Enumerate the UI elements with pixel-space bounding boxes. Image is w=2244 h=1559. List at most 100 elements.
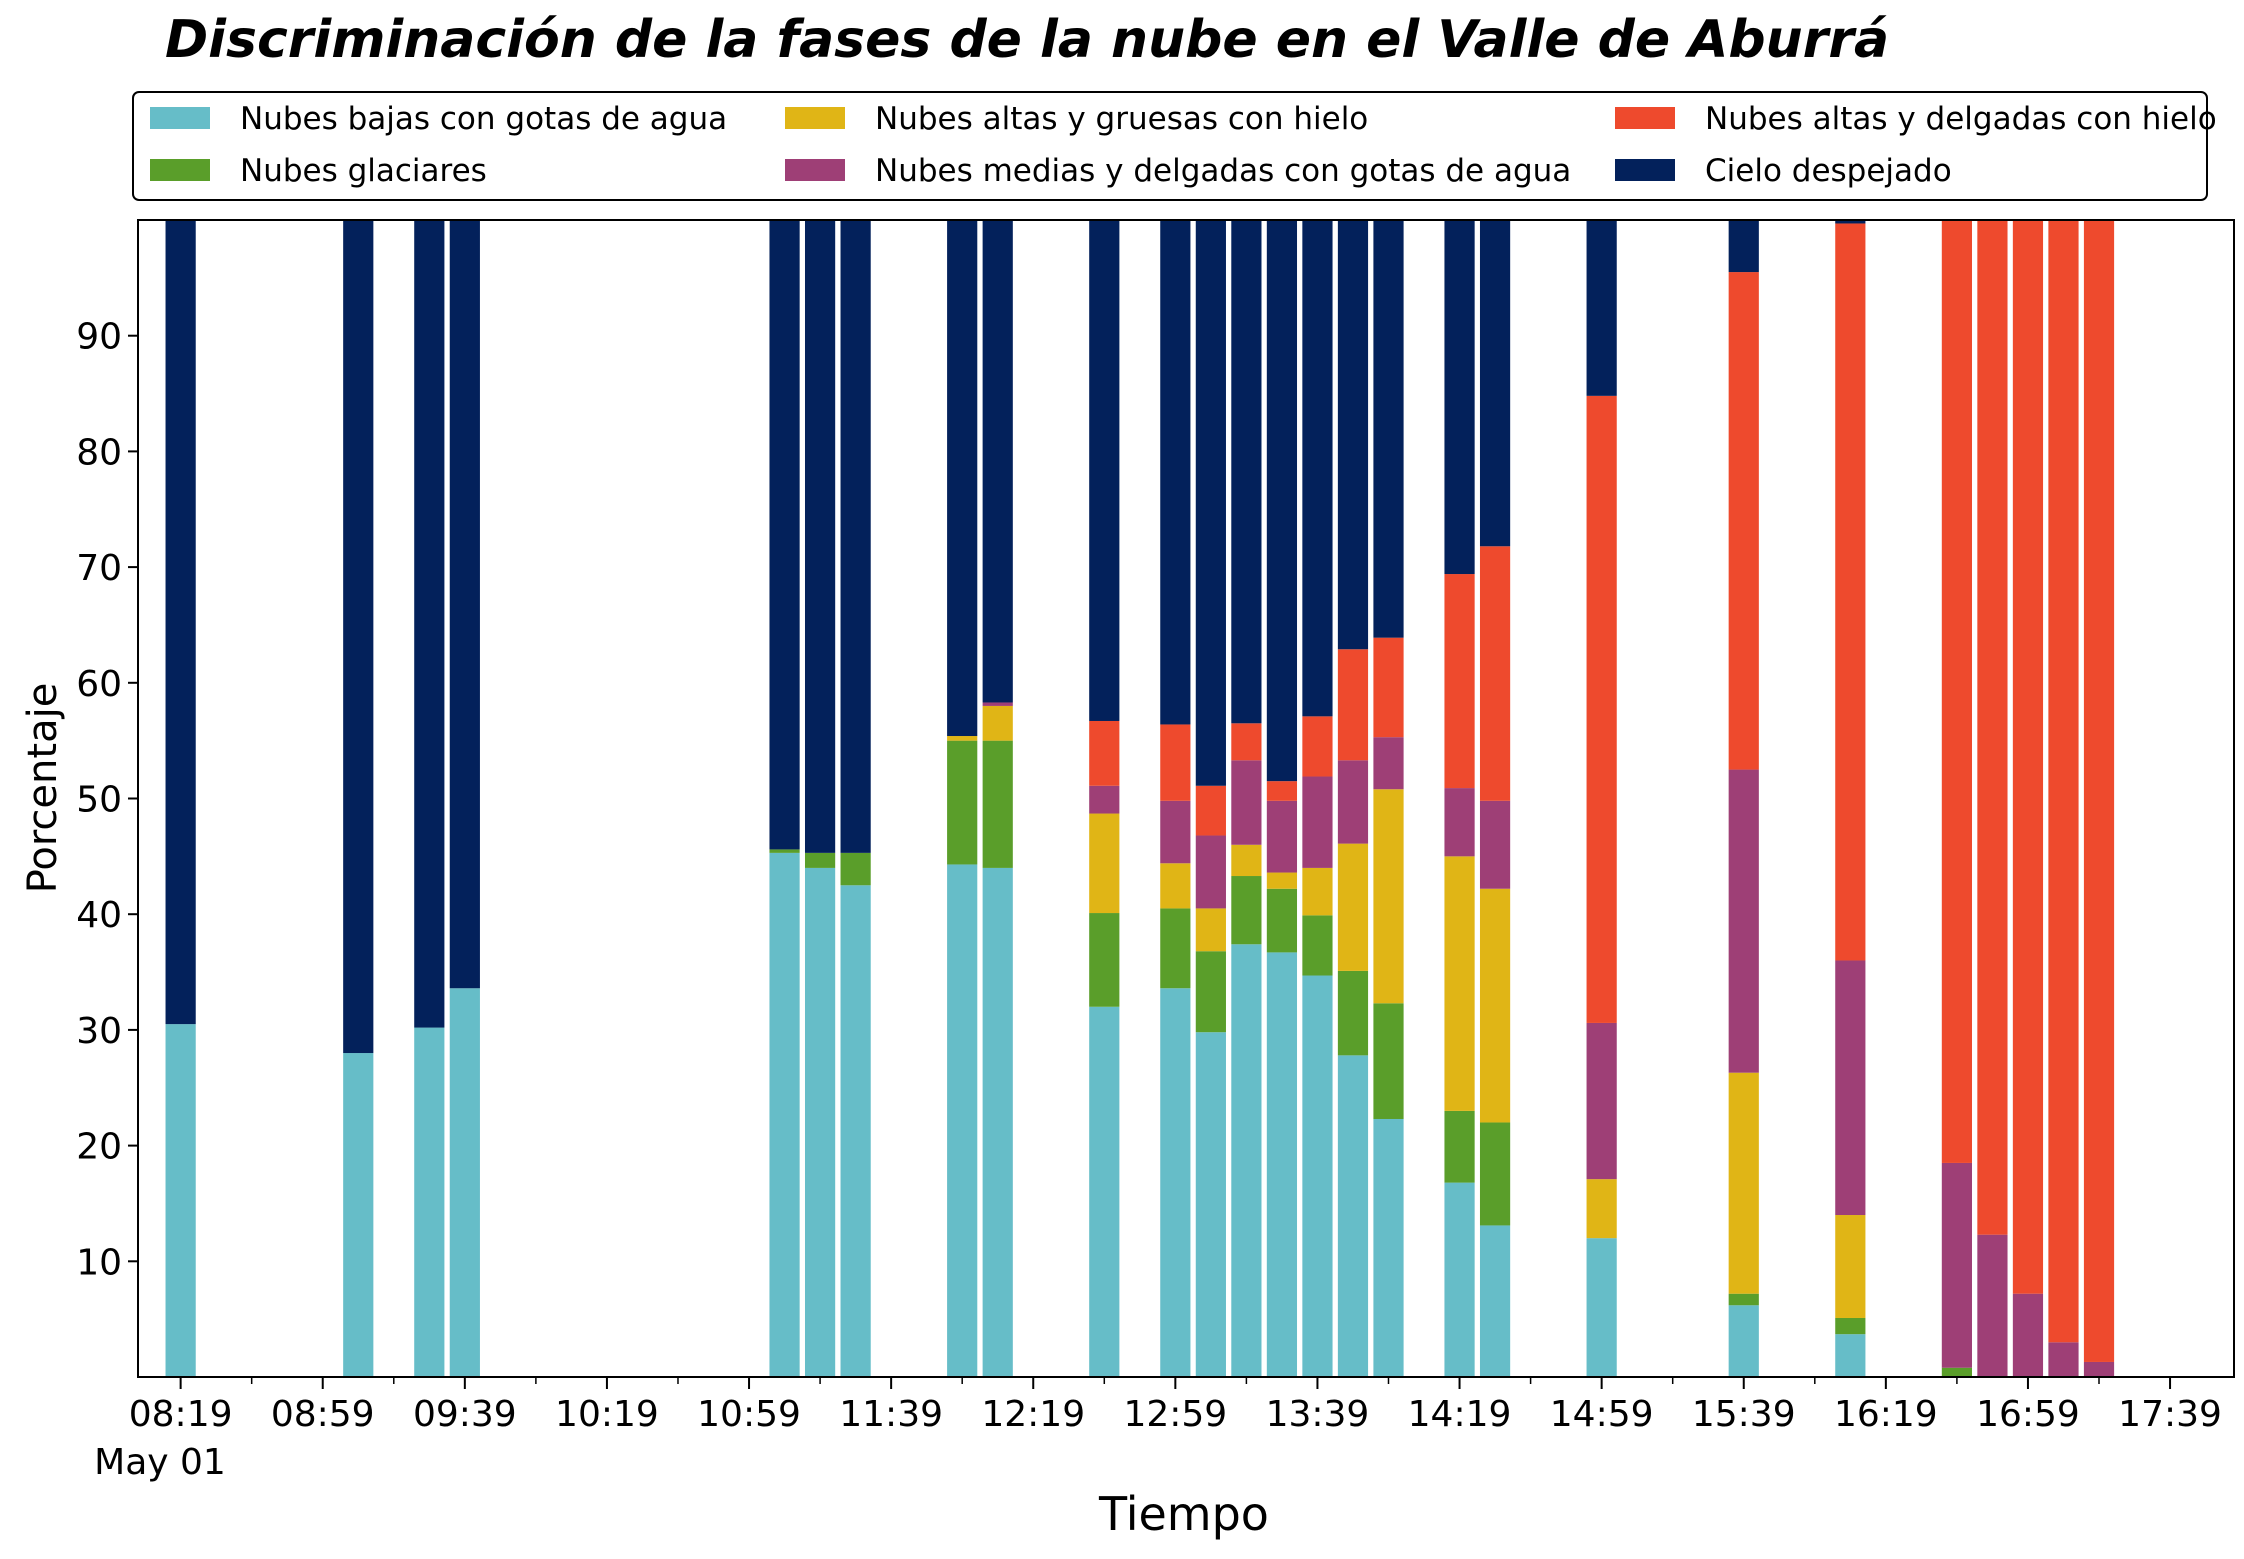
legend-swatch-1 bbox=[150, 159, 210, 181]
bar-segment-1419-s4 bbox=[1444, 574, 1475, 789]
bar-segment-1609-s5 bbox=[1835, 220, 1866, 224]
bar-segment-1259-s1 bbox=[1160, 908, 1191, 989]
bar-segment-1459-s3 bbox=[1586, 1022, 1617, 1180]
bar-segment-1309-s3 bbox=[1195, 835, 1226, 909]
bar-segment-1339-s2 bbox=[1302, 867, 1333, 916]
bar-segment-1349-s0 bbox=[1337, 1055, 1369, 1377]
bar-segment-1609-s3 bbox=[1835, 960, 1866, 1216]
x-tick-label-1139: 11:39 bbox=[839, 1394, 943, 1435]
legend-label-4: Nubes altas y delgadas con hielo bbox=[1705, 101, 2217, 137]
bar-segment-1329-s0 bbox=[1266, 952, 1298, 1377]
bar-segment-1349-s4 bbox=[1337, 649, 1369, 761]
bar-segment-1209-s5 bbox=[982, 220, 1013, 703]
bar-segment-1319-s1 bbox=[1231, 876, 1262, 945]
bar-segment-1709-s4 bbox=[2048, 220, 2079, 1343]
bar-segment-1309-s1 bbox=[1195, 951, 1226, 1033]
bar-segment-1659-s3 bbox=[2012, 1293, 2044, 1377]
legend-swatch-2 bbox=[785, 107, 845, 129]
bar-segment-1349-s1 bbox=[1337, 970, 1369, 1056]
bar-segment-1329-s1 bbox=[1266, 888, 1298, 953]
bar-segment-1349-s5 bbox=[1337, 220, 1369, 650]
y-tick-label-50: 50 bbox=[76, 780, 122, 821]
bar-segment-1359-s5 bbox=[1373, 220, 1404, 638]
y-tick-label-40: 40 bbox=[76, 895, 122, 936]
bar-segment-1319-s5 bbox=[1231, 220, 1262, 724]
bar-segment-1209-s0 bbox=[982, 867, 1013, 1377]
bar-segment-1159-s5 bbox=[947, 220, 978, 737]
bar-segment-1539-s4 bbox=[1728, 272, 1759, 770]
bar-segment-1609-s0 bbox=[1835, 1334, 1866, 1377]
bar-segment-1339-s4 bbox=[1302, 716, 1333, 777]
bar-segment-1339-s1 bbox=[1302, 915, 1333, 976]
bar-segment-1339-s0 bbox=[1302, 975, 1333, 1377]
bar-segment-1329-s2 bbox=[1266, 872, 1298, 889]
bar-segment-1539-s2 bbox=[1728, 1072, 1759, 1294]
x-tick-label-1019: 10:19 bbox=[555, 1394, 659, 1435]
x-tick-label-1419: 14:19 bbox=[1408, 1394, 1512, 1435]
legend-label-2: Nubes altas y gruesas con hielo bbox=[875, 101, 1368, 137]
bar-segment-1259-s4 bbox=[1160, 724, 1191, 801]
bar-segment-1239-s0 bbox=[1089, 1006, 1120, 1377]
bar-segment-1119-s5 bbox=[804, 220, 836, 853]
bar-segment-0819-s0 bbox=[165, 1024, 196, 1377]
x-tick-label-0859: 08:59 bbox=[271, 1394, 375, 1435]
bar-segment-1119-s0 bbox=[804, 867, 836, 1377]
plot-area: 10 20 30 40 50 60 70 80 90 08:19 08:59 09:39 10:19 10… bbox=[76, 219, 2235, 1435]
bar-segment-1259-s5 bbox=[1160, 220, 1191, 725]
bar-segment-1719-s3 bbox=[2083, 1361, 2115, 1377]
bar-segment-1359-s0 bbox=[1373, 1118, 1404, 1377]
date-label: May 01 bbox=[94, 1442, 226, 1483]
x-tick-label-0819: 08:19 bbox=[129, 1394, 233, 1435]
bar-segment-1239-s4 bbox=[1089, 720, 1120, 786]
legend-swatch-0 bbox=[150, 107, 210, 129]
bar-segment-1319-s3 bbox=[1231, 760, 1262, 845]
bar-segment-1159-s1 bbox=[947, 740, 978, 865]
bar-segment-1429-s4 bbox=[1479, 546, 1511, 801]
bar-segment-1359-s2 bbox=[1373, 789, 1404, 1004]
x-tick-label-1339: 13:39 bbox=[1266, 1394, 1370, 1435]
bar-segment-1159-s0 bbox=[947, 864, 978, 1377]
x-tick-label-1259: 12:59 bbox=[1123, 1394, 1227, 1435]
y-tick-label-60: 60 bbox=[76, 664, 122, 705]
bar-segment-1429-s5 bbox=[1479, 220, 1511, 547]
bar-segment-1119-s1 bbox=[804, 852, 836, 868]
bar-segment-1129-s1 bbox=[840, 852, 871, 886]
bar-segment-1709-s3 bbox=[2048, 1342, 2079, 1377]
y-axis-label: Porcentaje bbox=[20, 683, 66, 894]
bar-segment-1329-s4 bbox=[1266, 781, 1298, 801]
bar-segment-1609-s2 bbox=[1835, 1215, 1866, 1318]
bar-segment-1129-s5 bbox=[840, 220, 871, 853]
bar-segment-1349-s3 bbox=[1337, 760, 1369, 844]
bar-segment-1239-s5 bbox=[1089, 220, 1120, 721]
legend-label-1: Nubes glaciares bbox=[240, 153, 487, 189]
bar-segment-1339-s5 bbox=[1302, 220, 1333, 717]
bar-segment-1309-s5 bbox=[1195, 220, 1226, 786]
bar-segment-1209-s2 bbox=[982, 705, 1013, 741]
bar-segment-0819-s5 bbox=[165, 220, 196, 1025]
bar-segment-0929-s5 bbox=[414, 220, 445, 1028]
bar-segment-1239-s3 bbox=[1089, 785, 1120, 814]
x-tick-label-1659: 16:59 bbox=[1976, 1394, 2080, 1435]
bar-segment-1609-s1 bbox=[1835, 1317, 1866, 1335]
legend-swatch-5 bbox=[1615, 159, 1675, 181]
legend-label-5: Cielo despejado bbox=[1705, 153, 1952, 189]
bar-segment-1539-s0 bbox=[1728, 1305, 1759, 1377]
x-tick-label-1459: 14:59 bbox=[1550, 1394, 1654, 1435]
bar-segment-0929-s0 bbox=[414, 1027, 445, 1377]
bar-segment-1259-s3 bbox=[1160, 800, 1191, 864]
bar-segment-1659-s4 bbox=[2012, 220, 2044, 1294]
x-tick-label-1219: 12:19 bbox=[981, 1394, 1085, 1435]
x-tick-label-1059: 10:59 bbox=[697, 1394, 801, 1435]
legend-frame bbox=[132, 91, 2208, 201]
bar-segment-0939-s5 bbox=[449, 220, 480, 989]
bar-segment-1309-s0 bbox=[1195, 1032, 1226, 1377]
x-tick-label-1739: 17:39 bbox=[2118, 1394, 2222, 1435]
bar-segment-1429-s3 bbox=[1479, 800, 1511, 889]
bar-segment-1359-s4 bbox=[1373, 637, 1404, 738]
legend-label-0: Nubes bajas con gotas de agua bbox=[240, 101, 727, 137]
bar-segment-1539-s1 bbox=[1728, 1293, 1759, 1306]
bar-segment-1429-s2 bbox=[1479, 888, 1511, 1123]
bar-segment-1239-s1 bbox=[1089, 913, 1120, 1007]
bar-segment-1539-s3 bbox=[1728, 769, 1759, 1073]
